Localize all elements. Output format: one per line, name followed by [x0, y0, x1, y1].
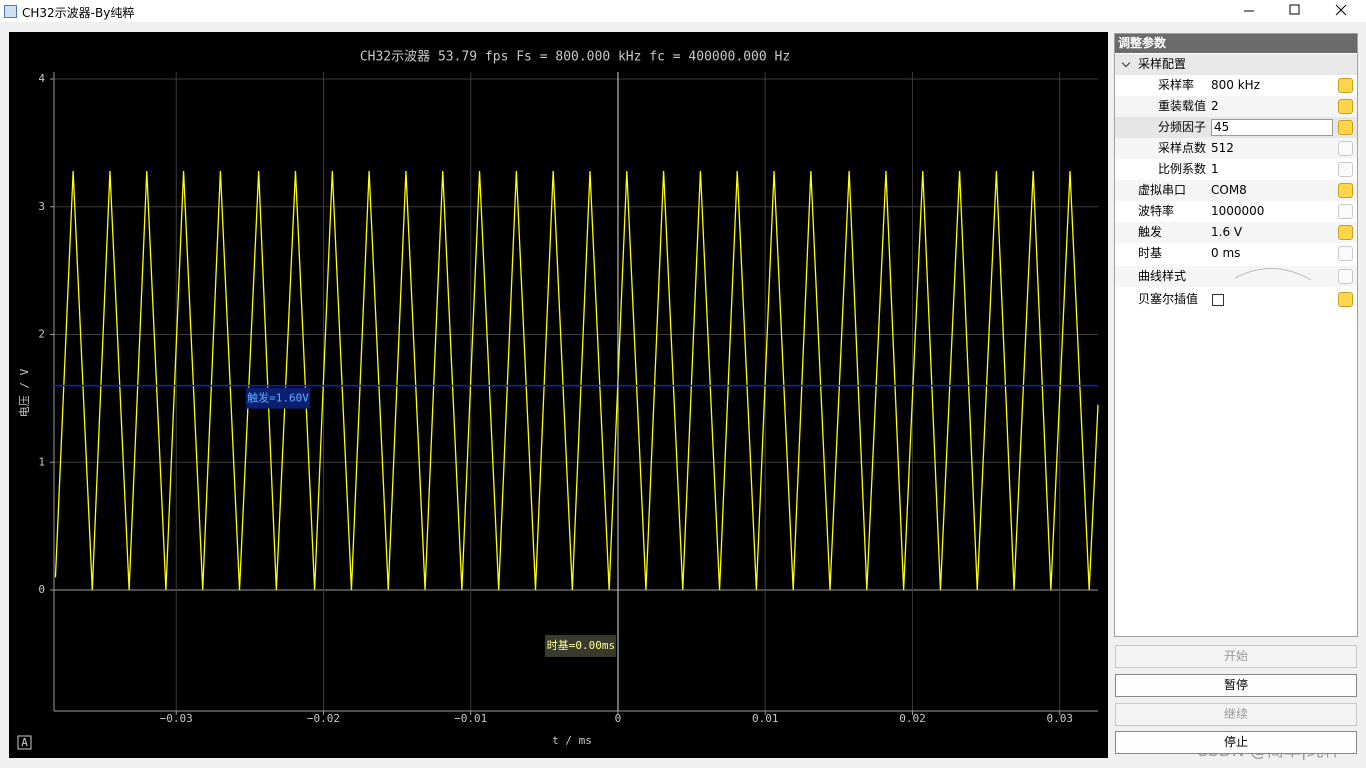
reset-button[interactable]	[1338, 141, 1353, 156]
param-value: 1.6 V	[1211, 225, 1243, 239]
reset-button[interactable]	[1338, 292, 1353, 307]
param-row: 采样点数 512	[1115, 138, 1357, 159]
x-tick-label: 0.03	[1046, 712, 1073, 725]
param-value: 800 kHz	[1211, 78, 1260, 92]
x-tick-label: −0.01	[454, 712, 487, 725]
param-row: 触发 1.6 V	[1115, 222, 1357, 243]
x-tick-label: 0.02	[899, 712, 926, 725]
y-tick-label: 3	[38, 200, 45, 213]
param-value: 0 ms	[1211, 246, 1241, 260]
tree-header: 调整参数	[1115, 34, 1357, 53]
param-label: 采样率	[1158, 78, 1195, 92]
param-label: 曲线样式	[1138, 269, 1187, 283]
signal-line	[54, 170, 1099, 591]
restore[interactable]	[1289, 4, 1300, 15]
param-row: 重装载值 2	[1115, 96, 1357, 117]
reset-button[interactable]	[1338, 246, 1353, 261]
param-label: 时基	[1138, 246, 1163, 260]
param-row: 虚拟串口 COM8	[1115, 180, 1357, 201]
reset-button[interactable]	[1338, 269, 1353, 284]
param-label: 贝塞尔插值	[1138, 292, 1199, 306]
trigger-label-box	[246, 387, 310, 409]
param-label: 采样点数	[1158, 141, 1207, 155]
param-label: 波特率	[1138, 204, 1175, 218]
scope-plot: CH32示波器 53.79 fps Fs = 800.000 kHz fc = …	[9, 32, 1108, 758]
auto-range-button[interactable]	[17, 735, 32, 750]
bezier-checkbox[interactable]	[1212, 294, 1224, 306]
param-row: 曲线样式	[1115, 266, 1357, 287]
param-row: 比例系数 1	[1115, 159, 1357, 180]
reset-button[interactable]	[1338, 204, 1353, 219]
group-label: 采样配置	[1138, 57, 1187, 71]
param-row: 分频因子 45	[1115, 117, 1357, 138]
param-label: 比例系数	[1158, 162, 1207, 176]
auto-range-label[interactable]: A	[21, 736, 28, 749]
close[interactable]	[1335, 4, 1347, 16]
title-bar: CH32示波器-By纯粹	[0, 0, 1366, 22]
param-value: COM8	[1211, 183, 1247, 197]
app-icon	[4, 5, 17, 18]
param-row: 时基 0 ms	[1115, 243, 1357, 264]
timebase-label-box	[544, 635, 616, 657]
reset-button[interactable]	[1338, 162, 1353, 177]
x-tick-label: −0.03	[160, 712, 193, 725]
curve-style-preview[interactable]	[1233, 266, 1313, 287]
y-axis-label: 电压 / V	[18, 368, 31, 417]
y-tick-label: 0	[38, 583, 45, 596]
tree-group: 采样配置	[1115, 54, 1357, 75]
param-value: 1000000	[1211, 204, 1265, 218]
param-label: 重装载值	[1158, 99, 1207, 113]
param-row: 采样率 800 kHz	[1115, 75, 1357, 96]
y-tick-label: 2	[38, 328, 45, 341]
timebase-label: 时基=0.00ms	[547, 639, 615, 652]
control-button[interactable]: 继续	[1115, 703, 1357, 726]
param-tree: 调整参数 采样配置采样率 800 kHz 重装载值 2 分频因子 45 采样点数 512 比例系…	[1114, 33, 1358, 637]
curve-preview	[1234, 268, 1312, 281]
param-label: 触发	[1138, 225, 1163, 239]
reset-button[interactable]	[1338, 183, 1353, 198]
y-tick-label: 1	[38, 455, 45, 468]
reset-button[interactable]	[1338, 99, 1353, 114]
x-tick-label: 0.01	[752, 712, 779, 725]
param-value: 45	[1211, 119, 1333, 136]
x-axis-label: t / ms	[552, 734, 592, 747]
param-label: 虚拟串口	[1138, 183, 1187, 197]
param-row: 波特率 1000000	[1115, 201, 1357, 222]
param-value: 2	[1211, 99, 1219, 113]
reset-button[interactable]	[1338, 78, 1353, 93]
y-tick-label: 4	[38, 72, 45, 85]
group-arrow	[1121, 58, 1131, 68]
trigger-label: 触发=1.60V	[247, 391, 309, 405]
x-tick-label: 0	[615, 712, 622, 725]
param-value: 1	[1211, 162, 1219, 176]
control-button[interactable]: 开始	[1115, 645, 1357, 668]
control-button[interactable]: 停止	[1115, 731, 1357, 754]
x-tick-label: −0.02	[307, 712, 340, 725]
plot-title: CH32示波器 53.79 fps Fs = 800.000 kHz fc = …	[360, 50, 790, 65]
param-label: 分频因子	[1158, 120, 1207, 134]
reset-button[interactable]	[1338, 225, 1353, 240]
reset-button[interactable]	[1338, 120, 1353, 135]
control-button[interactable]: 暂停	[1115, 674, 1357, 697]
param-row: 贝塞尔插值	[1115, 289, 1357, 310]
window-title: CH32示波器-By纯粹	[22, 6, 135, 20]
window-controls[interactable]	[1230, 0, 1366, 22]
param-value: 512	[1211, 141, 1234, 155]
